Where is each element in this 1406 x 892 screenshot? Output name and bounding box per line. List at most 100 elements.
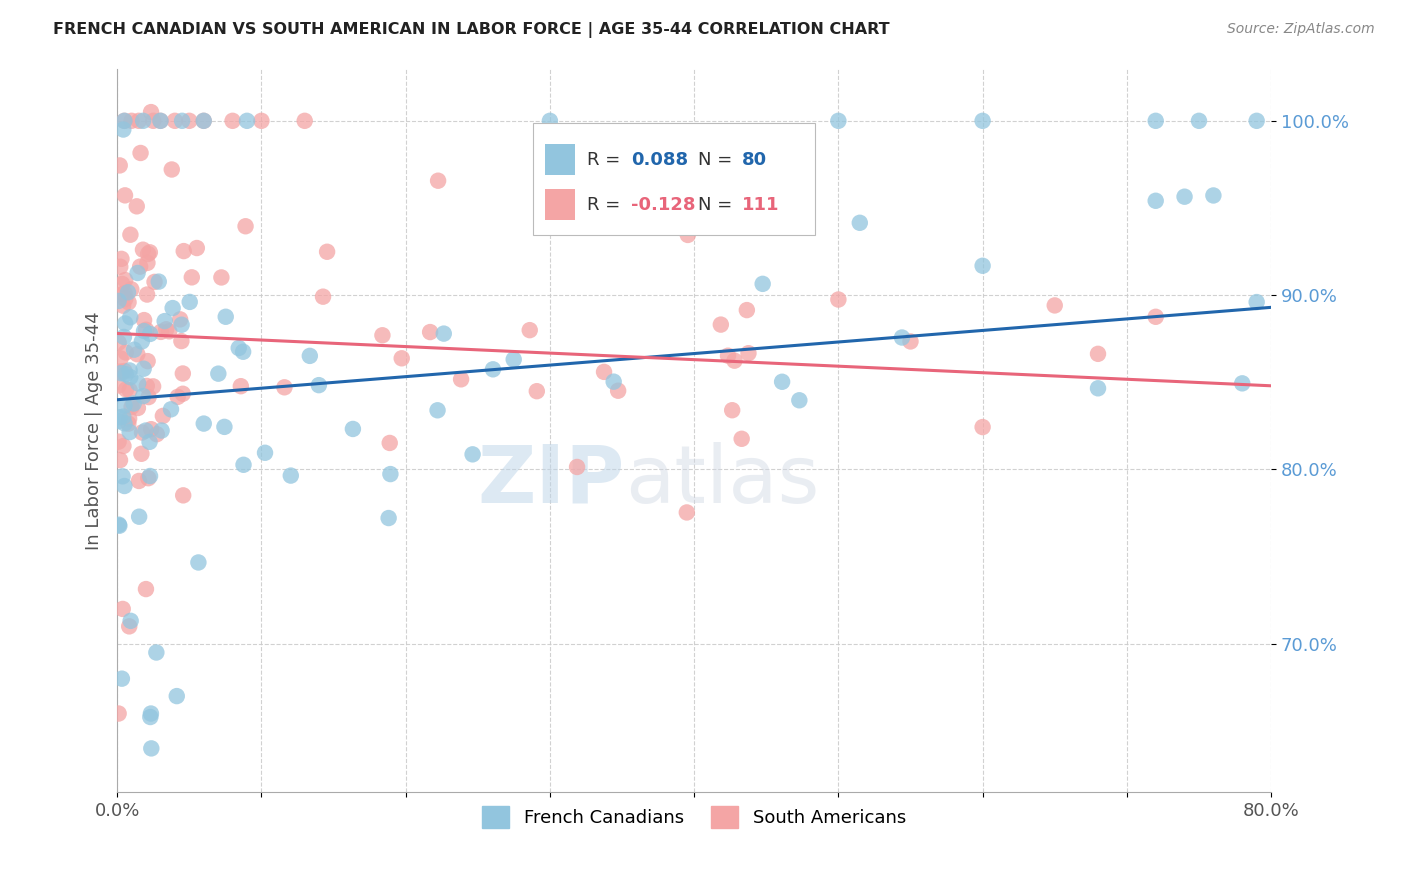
Point (117, 417, 139, 431)
Point (900, 334, 922, 349)
Point (380, 467, 402, 481)
Point (120, 614, 142, 628)
Point (235, 219, 257, 234)
Point (139, 326, 162, 341)
Point (114, 286, 136, 301)
Point (723, 353, 745, 368)
Point (112, 122, 135, 136)
Point (142, 379, 165, 393)
Point (1246, 295, 1268, 310)
Point (108, 517, 131, 532)
Point (342, 422, 364, 436)
Point (166, 689, 188, 703)
Text: N =: N = (697, 152, 738, 169)
Point (538, 113, 561, 128)
Point (250, 113, 273, 128)
Text: 111: 111 (741, 195, 779, 213)
Point (502, 352, 524, 367)
Point (114, 188, 136, 202)
Point (179, 294, 201, 309)
Point (111, 672, 134, 686)
Point (120, 227, 142, 242)
Point (112, 113, 135, 128)
Point (120, 370, 142, 384)
Point (827, 293, 849, 307)
Point (136, 354, 159, 368)
Point (731, 432, 754, 446)
Point (135, 379, 157, 393)
Point (207, 367, 229, 381)
Point (107, 434, 129, 449)
Point (450, 372, 472, 386)
Point (120, 310, 142, 325)
Point (1144, 113, 1167, 128)
Point (721, 403, 744, 417)
Point (111, 602, 134, 616)
Point (162, 301, 184, 315)
Point (118, 383, 141, 397)
Point (602, 375, 624, 389)
Point (114, 368, 136, 382)
Point (127, 266, 149, 280)
Point (132, 361, 155, 376)
Point (136, 247, 159, 261)
Point (107, 414, 129, 428)
Text: 80: 80 (741, 152, 766, 169)
Point (229, 379, 252, 393)
Point (173, 244, 195, 258)
Point (433, 326, 456, 341)
Point (170, 334, 193, 348)
Point (110, 260, 132, 274)
Point (193, 417, 215, 431)
Point (108, 453, 131, 467)
Point (110, 351, 132, 366)
Point (519, 323, 541, 337)
Point (128, 113, 150, 128)
Point (193, 113, 215, 128)
Point (149, 113, 172, 128)
Point (122, 396, 145, 410)
Point (118, 425, 141, 439)
Point (1188, 113, 1211, 128)
Point (1202, 188, 1225, 202)
Point (1087, 347, 1109, 361)
FancyBboxPatch shape (546, 145, 575, 175)
Point (107, 378, 129, 392)
Point (209, 270, 232, 285)
Point (118, 619, 141, 633)
Point (141, 741, 163, 756)
Point (186, 241, 208, 255)
Text: Source: ZipAtlas.com: Source: ZipAtlas.com (1227, 22, 1375, 37)
Point (129, 260, 152, 274)
Point (149, 325, 172, 339)
Point (710, 318, 733, 332)
Point (135, 582, 157, 596)
Point (108, 410, 131, 425)
Text: N =: N = (697, 195, 738, 213)
Point (482, 362, 505, 376)
Point (150, 424, 173, 438)
Point (770, 375, 793, 389)
Point (676, 227, 699, 242)
Point (565, 460, 588, 475)
Point (316, 244, 339, 259)
Point (849, 216, 872, 230)
Point (108, 518, 131, 533)
Point (1043, 298, 1066, 312)
FancyBboxPatch shape (546, 189, 575, 219)
Point (228, 341, 250, 355)
Point (112, 330, 135, 344)
Point (789, 393, 811, 408)
Point (298, 349, 321, 363)
Point (180, 270, 202, 285)
Point (193, 113, 215, 128)
Point (132, 113, 155, 128)
Point (138, 390, 160, 404)
Point (972, 420, 994, 434)
Point (139, 706, 162, 721)
Point (427, 174, 450, 188)
Point (128, 509, 150, 524)
Point (107, 706, 129, 721)
Point (1144, 194, 1167, 208)
Point (117, 285, 139, 300)
